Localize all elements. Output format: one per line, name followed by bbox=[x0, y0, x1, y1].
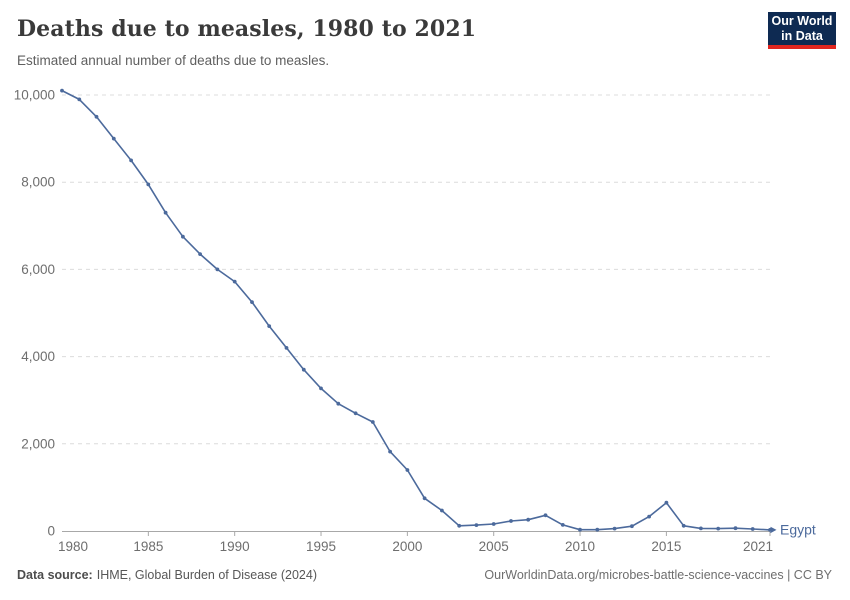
data-point[interactable] bbox=[94, 114, 99, 119]
data-point[interactable] bbox=[336, 401, 341, 406]
x-axis-label: 2005 bbox=[479, 539, 509, 554]
owid-logo[interactable]: Our World in Data bbox=[768, 12, 836, 49]
data-point[interactable] bbox=[163, 210, 168, 215]
x-axis-label: 1990 bbox=[220, 539, 250, 554]
logo-text-line2: in Data bbox=[781, 28, 823, 43]
y-axis-label: 8,000 bbox=[21, 175, 55, 190]
data-point[interactable] bbox=[267, 324, 272, 328]
data-point[interactable] bbox=[60, 88, 64, 93]
data-point[interactable] bbox=[353, 411, 358, 416]
page-title: Deaths due to measles, 1980 to 2021 bbox=[17, 16, 477, 42]
data-source: Data source: IHME, Global Burden of Disea… bbox=[17, 568, 317, 582]
x-axis-label: 2021 bbox=[743, 539, 773, 554]
data-source-text: IHME, Global Burden of Disease (2024) bbox=[96, 568, 317, 582]
data-point[interactable] bbox=[215, 267, 220, 272]
data-point[interactable] bbox=[198, 252, 203, 256]
data-point[interactable] bbox=[526, 517, 531, 522]
data-point[interactable] bbox=[250, 300, 254, 304]
y-axis-label: 2,000 bbox=[21, 436, 55, 451]
y-axis-label: 6,000 bbox=[21, 262, 55, 277]
data-source-label: Data source: bbox=[17, 568, 93, 582]
data-point[interactable] bbox=[181, 234, 185, 239]
data-point[interactable] bbox=[232, 279, 237, 284]
data-point[interactable] bbox=[284, 346, 289, 350]
x-axis-label: 2015 bbox=[651, 539, 681, 554]
credit-link[interactable]: OurWorldinData.org/microbes-battle-scien… bbox=[484, 568, 832, 582]
x-axis-label: 2000 bbox=[392, 539, 422, 554]
data-point[interactable] bbox=[716, 526, 721, 531]
y-axis-label: 0 bbox=[47, 524, 55, 539]
data-point[interactable] bbox=[77, 97, 82, 102]
data-point[interactable] bbox=[405, 468, 410, 472]
data-point[interactable] bbox=[543, 513, 548, 518]
data-point[interactable] bbox=[630, 524, 634, 529]
data-point[interactable] bbox=[319, 386, 323, 391]
data-point[interactable] bbox=[750, 527, 755, 531]
series-label[interactable]: Egypt bbox=[780, 521, 816, 537]
x-axis-label: 1995 bbox=[306, 539, 336, 554]
chart-subtitle: Estimated annual number of deaths due to… bbox=[17, 53, 330, 68]
data-point[interactable] bbox=[457, 523, 462, 528]
data-point[interactable] bbox=[681, 523, 686, 528]
x-axis-label: 1985 bbox=[133, 539, 163, 554]
data-point[interactable] bbox=[664, 500, 669, 505]
data-point[interactable] bbox=[491, 522, 496, 526]
data-point[interactable] bbox=[129, 158, 134, 163]
data-point[interactable] bbox=[560, 523, 565, 527]
x-axis-label: 1980 bbox=[58, 539, 88, 554]
data-point[interactable] bbox=[612, 526, 617, 531]
data-point[interactable] bbox=[578, 527, 582, 532]
line-end-arrow-icon bbox=[770, 526, 777, 534]
y-axis-label: 4,000 bbox=[21, 349, 55, 364]
data-point[interactable] bbox=[111, 136, 116, 141]
data-point[interactable] bbox=[146, 182, 151, 187]
data-point[interactable] bbox=[733, 526, 738, 531]
data-point[interactable] bbox=[440, 508, 444, 513]
data-point[interactable] bbox=[422, 496, 427, 501]
data-point[interactable] bbox=[301, 367, 306, 372]
data-point[interactable] bbox=[388, 449, 392, 454]
data-point[interactable] bbox=[370, 420, 375, 424]
logo-text-line1: Our World bbox=[771, 14, 833, 28]
data-point[interactable] bbox=[474, 523, 479, 527]
y-axis-label: 10,000 bbox=[14, 88, 55, 103]
data-point[interactable] bbox=[699, 526, 703, 531]
data-point[interactable] bbox=[509, 519, 513, 523]
data-point[interactable] bbox=[595, 527, 600, 532]
data-point[interactable] bbox=[647, 514, 651, 519]
data-line-egypt[interactable] bbox=[61, 89, 771, 531]
x-axis-label: 2010 bbox=[565, 539, 595, 554]
